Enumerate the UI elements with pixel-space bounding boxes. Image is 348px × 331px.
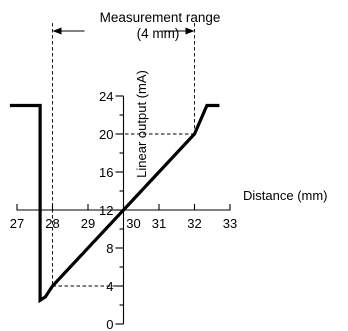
y-tick-label-16: 16: [99, 165, 113, 180]
y-axis-title: Linear output (mA): [134, 70, 149, 178]
y-tick-label-4: 4: [106, 279, 113, 294]
labels: Measurement range (4 mm) Distance (mm) L…: [10, 10, 328, 331]
x-tick-label-29: 29: [81, 216, 95, 231]
range-label: Measurement range: [100, 10, 221, 25]
x-tick-label-32: 32: [187, 216, 201, 231]
x-tick-label-31: 31: [152, 216, 166, 231]
y-tick-label-8: 8: [106, 241, 113, 256]
x-axis-title: Distance (mm): [243, 188, 328, 203]
series: [9, 103, 220, 304]
range-arrow-right-head: [185, 27, 195, 35]
range-arrow-left-head: [52, 27, 62, 35]
y-tick-label-12: 12: [99, 203, 113, 218]
guide-lines: [52, 23, 195, 287]
x-tick-label-27: 27: [10, 216, 24, 231]
y-tick-label-24: 24: [99, 89, 113, 104]
x-tick-label-30: 30: [126, 216, 140, 231]
x-tick-label-28: 28: [45, 216, 59, 231]
x-tick-label-33: 33: [223, 216, 237, 231]
y-tick-label-20: 20: [99, 127, 113, 142]
y-tick-label-0: 0: [106, 317, 113, 331]
range-sublabel: (4 mm): [137, 26, 180, 41]
output-curve-line: [9, 103, 220, 304]
